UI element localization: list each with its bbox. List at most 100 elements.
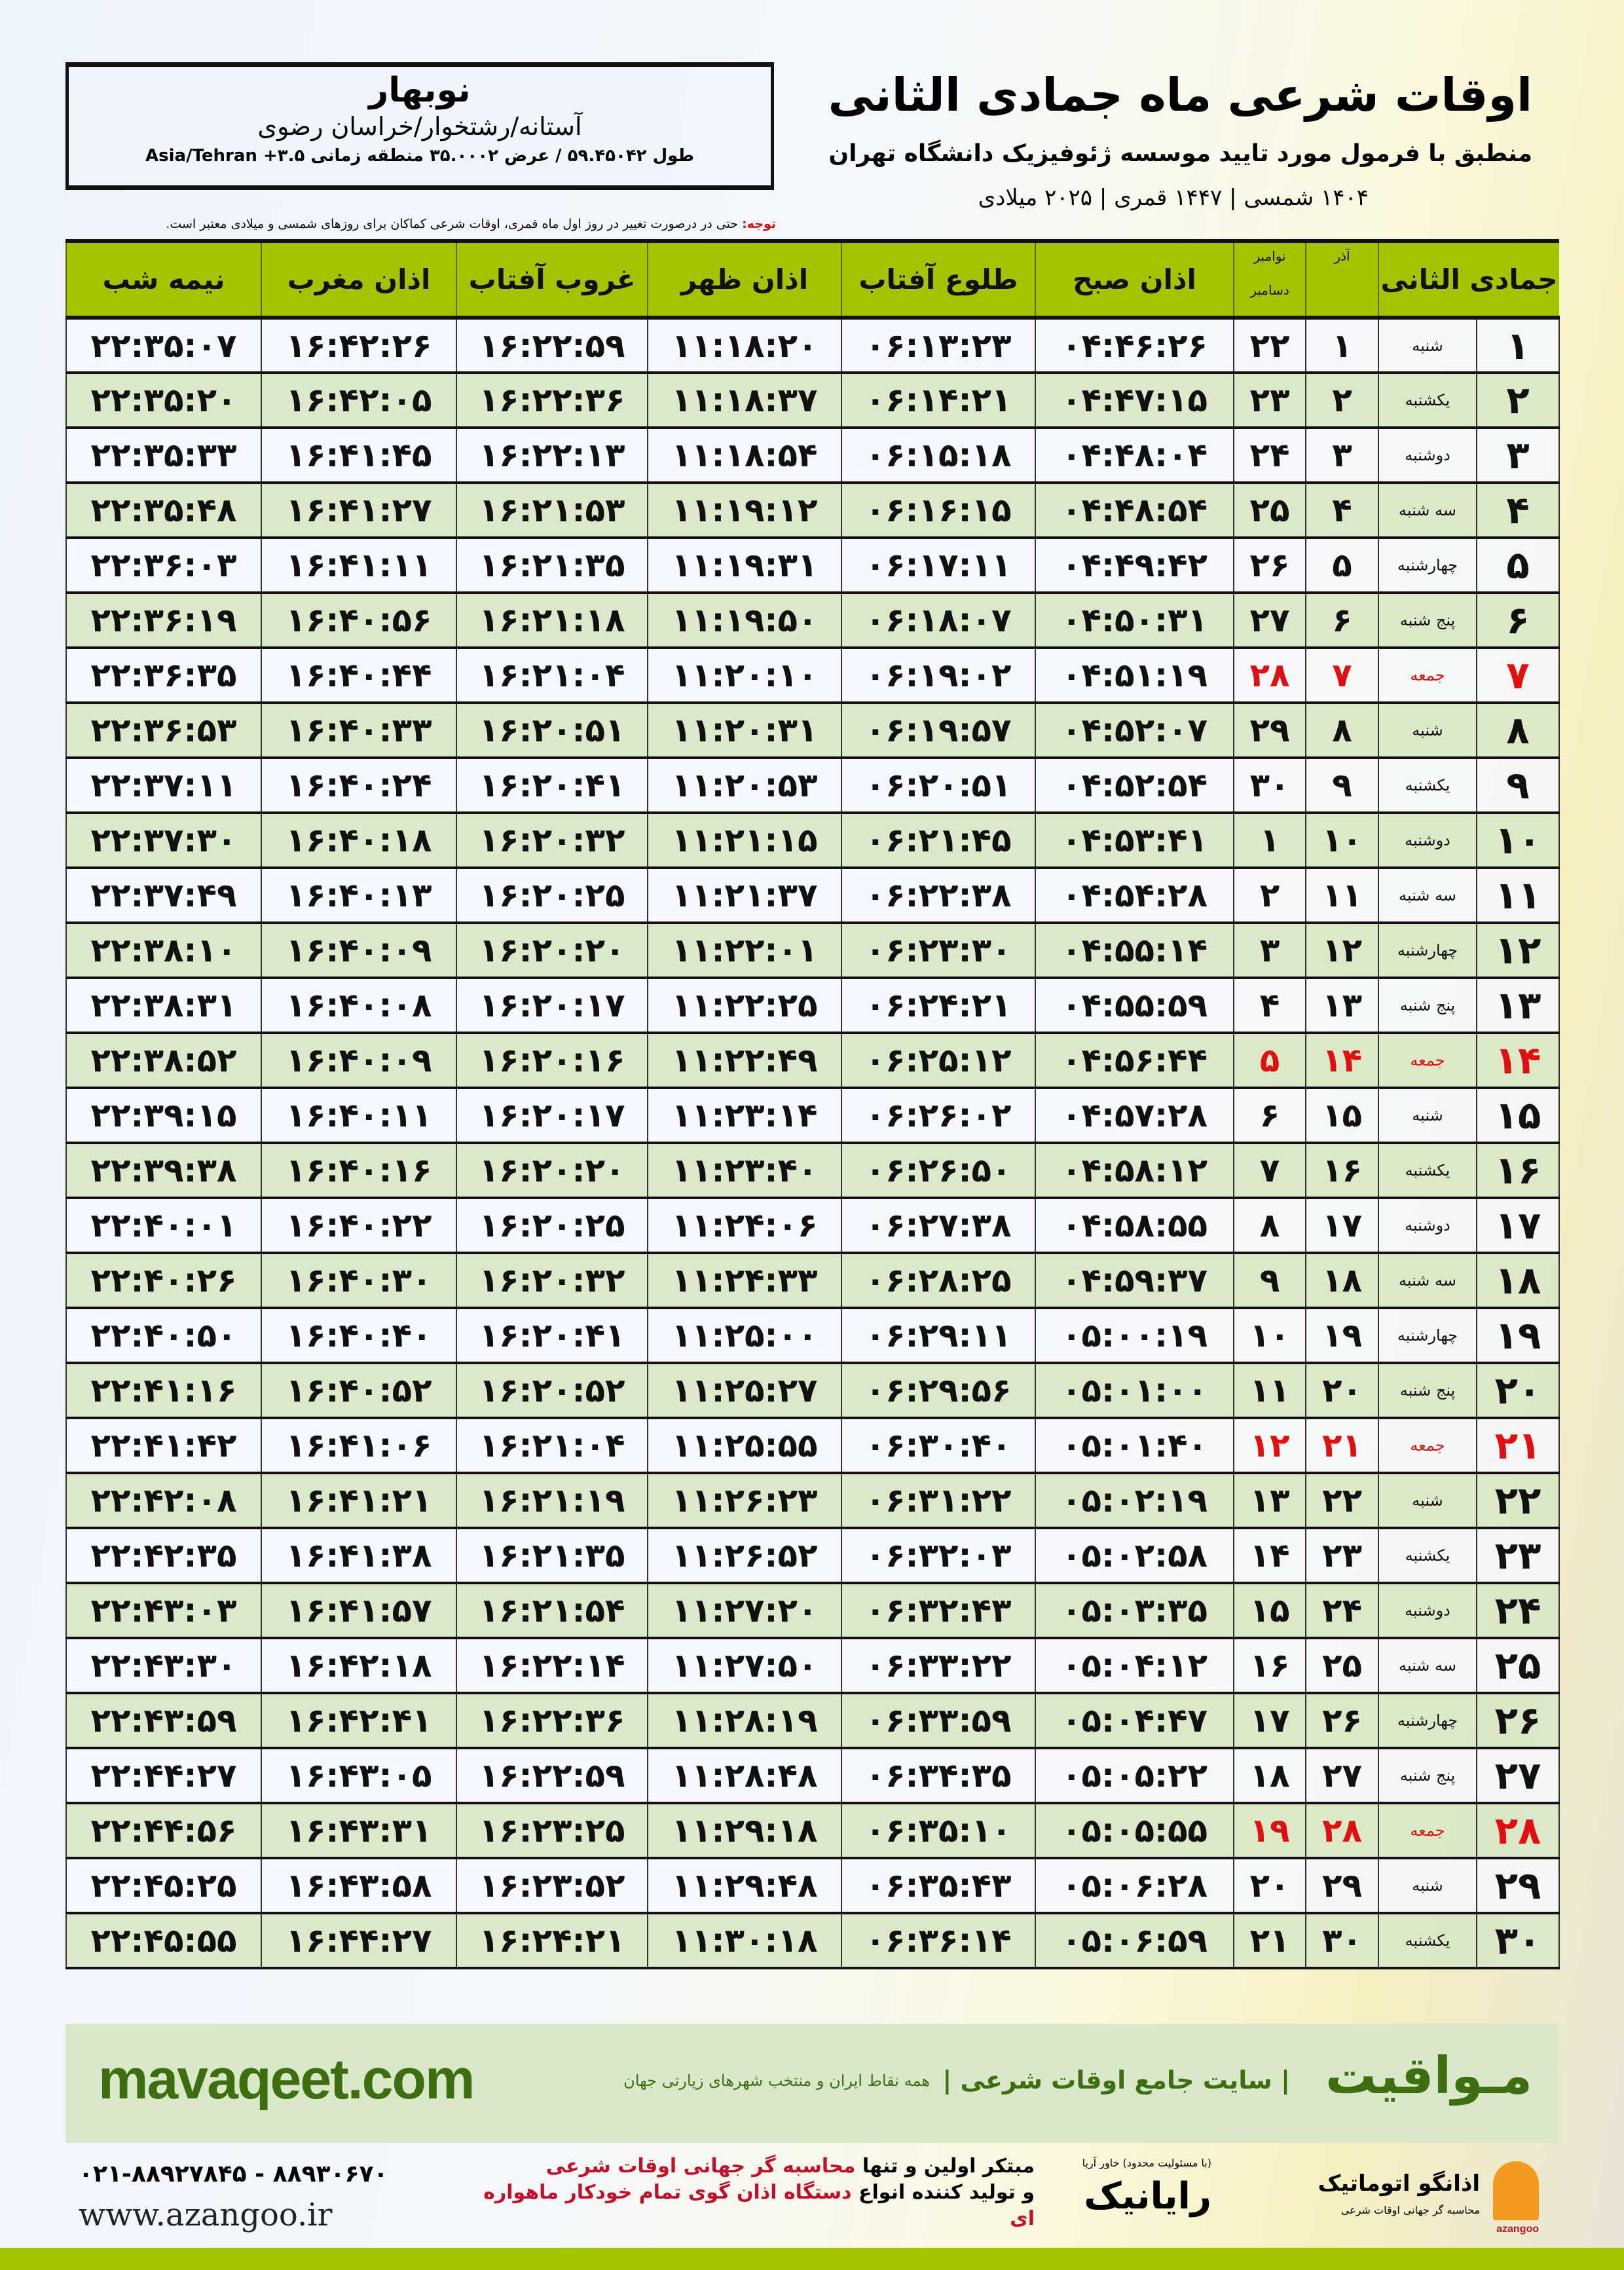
cell-tolu: ۰۶:۲۴:۲۱ [841, 977, 1036, 1034]
col-nimeshab: نیمه شب [65, 239, 261, 320]
cell-zohr: ۱۱:۲۳:۴۰ [647, 1142, 842, 1199]
cell-azar-day: ۲۶ [1305, 1692, 1379, 1749]
col-sobh: اذان صبح [1035, 239, 1234, 320]
cell-maghreb: ۱۶:۴۰:۱۸ [261, 812, 457, 869]
table-row: ۱۸ سه شنبه ۱۸ ۹ ۰۴:۵۹:۳۷ ۰۶:۲۸:۲۵ ۱۱:۲۴:۳۳ ۱۶:۲… [65, 1252, 1560, 1309]
cell-weekday: چهارشنبه [1378, 922, 1477, 979]
banner-slogan-secondary: همه نقاط ایران و منتخب شهرهای زیارتی جها… [623, 2072, 930, 2090]
cell-gregorian-day: ۲۷ [1233, 592, 1306, 649]
table-row: ۱۹ چهارشنبه ۱۹ ۱۰ ۰۵:۰۰:۱۹ ۰۶:۲۹:۱۱ ۱۱:۲۵:۰۰ ۱۶… [65, 1307, 1560, 1364]
cell-sobh: ۰۴:۵۱:۱۹ [1035, 647, 1234, 704]
cell-maghreb: ۱۶:۴۱:۵۷ [261, 1582, 457, 1639]
cell-azar-day: ۲۱ [1305, 1417, 1379, 1474]
cell-weekday: یکشنبه [1378, 1142, 1477, 1199]
cell-gregorian-day: ۱۱ [1233, 1362, 1306, 1419]
cell-nimeshab: ۲۲:۳۸:۳۱ [65, 977, 262, 1034]
cell-gregorian-day: ۱۷ [1233, 1692, 1306, 1749]
cell-weekday: شنبه [1378, 702, 1477, 759]
table-row: ۲۹ شنبه ۲۹ ۲۰ ۰۵:۰۶:۲۸ ۰۶:۳۵:۴۳ ۱۱:۲۹:۴۸ ۱۶:۲۳:… [65, 1857, 1560, 1914]
cell-tolu: ۰۶:۳۶:۱۴ [841, 1912, 1036, 1969]
cell-maghreb: ۱۶:۴۲:۰۵ [261, 372, 457, 429]
cell-zohr: ۱۱:۱۸:۲۰ [647, 317, 842, 374]
cell-azar-day: ۲۹ [1305, 1857, 1379, 1914]
col-maghreb: اذان مغرب [261, 239, 456, 320]
cell-zohr: ۱۱:۲۴:۳۳ [647, 1252, 842, 1309]
cell-zohr: ۱۱:۲۸:۱۹ [647, 1692, 842, 1749]
table-row: ۵ چهارشنبه ۵ ۲۶ ۰۴:۴۹:۴۲ ۰۶:۱۷:۱۱ ۱۱:۱۹:۳۱ ۱۶:۲… [65, 537, 1560, 594]
cell-gregorian-day: ۱ [1233, 812, 1306, 869]
cell-sobh: ۰۴:۵۳:۴۱ [1035, 812, 1234, 869]
cell-tolu: ۰۶:۳۰:۴۰ [841, 1417, 1036, 1474]
cell-tolu: ۰۶:۳۲:۴۳ [841, 1582, 1036, 1639]
cell-sobh: ۰۵:۰۱:۰۰ [1035, 1362, 1234, 1419]
azangoo-logo-sub: محاسبه گر جهانی اوقات شرعی [1340, 2204, 1480, 2216]
cell-nimeshab: ۲۲:۳۸:۱۰ [65, 922, 262, 979]
cell-nimeshab: ۲۲:۴۱:۴۲ [65, 1417, 262, 1474]
cell-zohr: ۱۱:۲۶:۵۲ [647, 1527, 842, 1584]
cell-sobh: ۰۵:۰۳:۳۵ [1035, 1582, 1234, 1639]
cell-maghreb: ۱۶:۴۰:۱۱ [261, 1087, 457, 1144]
cell-gregorian-day: ۳۰ [1233, 757, 1306, 814]
cell-nimeshab: ۲۲:۳۶:۰۳ [65, 537, 262, 594]
cell-ghoroob: ۱۶:۲۰:۵۱ [456, 702, 648, 759]
cell-hijri-day: ۳ [1476, 427, 1560, 484]
cell-nimeshab: ۲۲:۳۶:۱۹ [65, 592, 262, 649]
cell-maghreb: ۱۶:۴۰:۵۲ [261, 1362, 457, 1419]
table-row: ۳۰ یکشنبه ۳۰ ۲۱ ۰۵:۰۶:۵۹ ۰۶:۳۶:۱۴ ۱۱:۳۰:۱۸ ۱۶:۲… [65, 1912, 1560, 1969]
cell-gregorian-day: ۱۹ [1233, 1802, 1306, 1859]
cell-tolu: ۰۶:۳۵:۱۰ [841, 1802, 1036, 1859]
table-row: ۲۲ شنبه ۲۲ ۱۳ ۰۵:۰۲:۱۹ ۰۶:۳۱:۲۲ ۱۱:۲۶:۲۳ ۱۶:۲۱:… [65, 1472, 1560, 1529]
cell-tolu: ۰۶:۱۷:۱۱ [841, 537, 1036, 594]
cell-hijri-day: ۱ [1476, 317, 1560, 374]
cell-azar-day: ۱۲ [1305, 922, 1379, 979]
cell-maghreb: ۱۶:۴۴:۲۷ [261, 1912, 457, 1969]
cell-sobh: ۰۵:۰۲:۵۸ [1035, 1527, 1234, 1584]
cell-weekday: شنبه [1378, 317, 1477, 374]
cell-hijri-day: ۱۰ [1476, 812, 1560, 869]
cell-azar-day: ۱۵ [1305, 1087, 1379, 1144]
azangoo-link[interactable]: www.azangoo.ir [79, 2197, 333, 2233]
cell-nimeshab: ۲۲:۳۷:۳۰ [65, 812, 262, 869]
cell-hijri-day: ۲۵ [1476, 1637, 1560, 1694]
promo-text: مبتکر اولین و تنها محاسبه گر جهانی اوقات… [458, 2153, 1035, 2232]
cell-gregorian-day: ۱۰ [1233, 1307, 1306, 1364]
cell-azar-day: ۱۰ [1305, 812, 1379, 869]
cell-hijri-day: ۷ [1476, 647, 1560, 704]
col-nov: نوامبر [1253, 248, 1286, 264]
cell-weekday: سه شنبه [1378, 1252, 1477, 1309]
cell-hijri-day: ۶ [1476, 592, 1560, 649]
cell-weekday: چهارشنبه [1378, 537, 1477, 594]
cell-tolu: ۰۶:۳۳:۵۹ [841, 1692, 1036, 1749]
city-name: نوبهار [369, 71, 471, 110]
cell-azar-day: ۲ [1305, 372, 1379, 429]
cell-ghoroob: ۱۶:۲۱:۰۴ [456, 647, 648, 704]
cell-ghoroob: ۱۶:۲۲:۱۴ [456, 1637, 648, 1694]
cell-zohr: ۱۱:۲۰:۵۳ [647, 757, 842, 814]
cell-weekday: پنج شنبه [1378, 977, 1477, 1034]
cell-sobh: ۰۵:۰۰:۱۹ [1035, 1307, 1234, 1364]
cell-nimeshab: ۲۲:۴۳:۰۳ [65, 1582, 262, 1639]
cell-tolu: ۰۶:۳۲:۰۳ [841, 1527, 1036, 1584]
col-nov-dec: نوامبر دسامبر [1233, 239, 1306, 320]
cell-nimeshab: ۲۲:۴۲:۰۸ [65, 1472, 262, 1529]
cell-zohr: ۱۱:۲۷:۲۰ [647, 1582, 842, 1639]
cell-sobh: ۰۵:۰۶:۲۸ [1035, 1857, 1234, 1914]
cell-sobh: ۰۵:۰۴:۴۷ [1035, 1692, 1234, 1749]
cell-ghoroob: ۱۶:۲۰:۲۵ [456, 1197, 648, 1254]
cell-tolu: ۰۶:۲۷:۳۸ [841, 1197, 1036, 1254]
cell-ghoroob: ۱۶:۲۰:۵۲ [456, 1362, 648, 1419]
cell-azar-day: ۲۰ [1305, 1362, 1379, 1419]
cell-zohr: ۱۱:۱۹:۱۲ [647, 482, 842, 539]
cell-tolu: ۰۶:۱۴:۲۱ [841, 372, 1036, 429]
cell-nimeshab: ۲۲:۳۵:۰۷ [65, 317, 262, 374]
cell-weekday: شنبه [1378, 1472, 1477, 1529]
cell-sobh: ۰۴:۴۷:۱۵ [1035, 372, 1234, 429]
mavaqeet-link[interactable]: mavaqeet.com [98, 2048, 475, 2111]
cell-maghreb: ۱۶:۴۲:۱۸ [261, 1637, 457, 1694]
cell-ghoroob: ۱۶:۲۳:۲۵ [456, 1802, 648, 1859]
cell-hijri-day: ۲۱ [1476, 1417, 1560, 1474]
cell-nimeshab: ۲۲:۳۵:۴۸ [65, 482, 262, 539]
phone-numbers: ۰۲۱-۸۸۹۲۷۸۴۵ - ۸۸۹۳۰۶۷۰ [79, 2161, 388, 2187]
cell-nimeshab: ۲۲:۴۰:۰۱ [65, 1197, 262, 1254]
cell-gregorian-day: ۲۸ [1233, 647, 1306, 704]
